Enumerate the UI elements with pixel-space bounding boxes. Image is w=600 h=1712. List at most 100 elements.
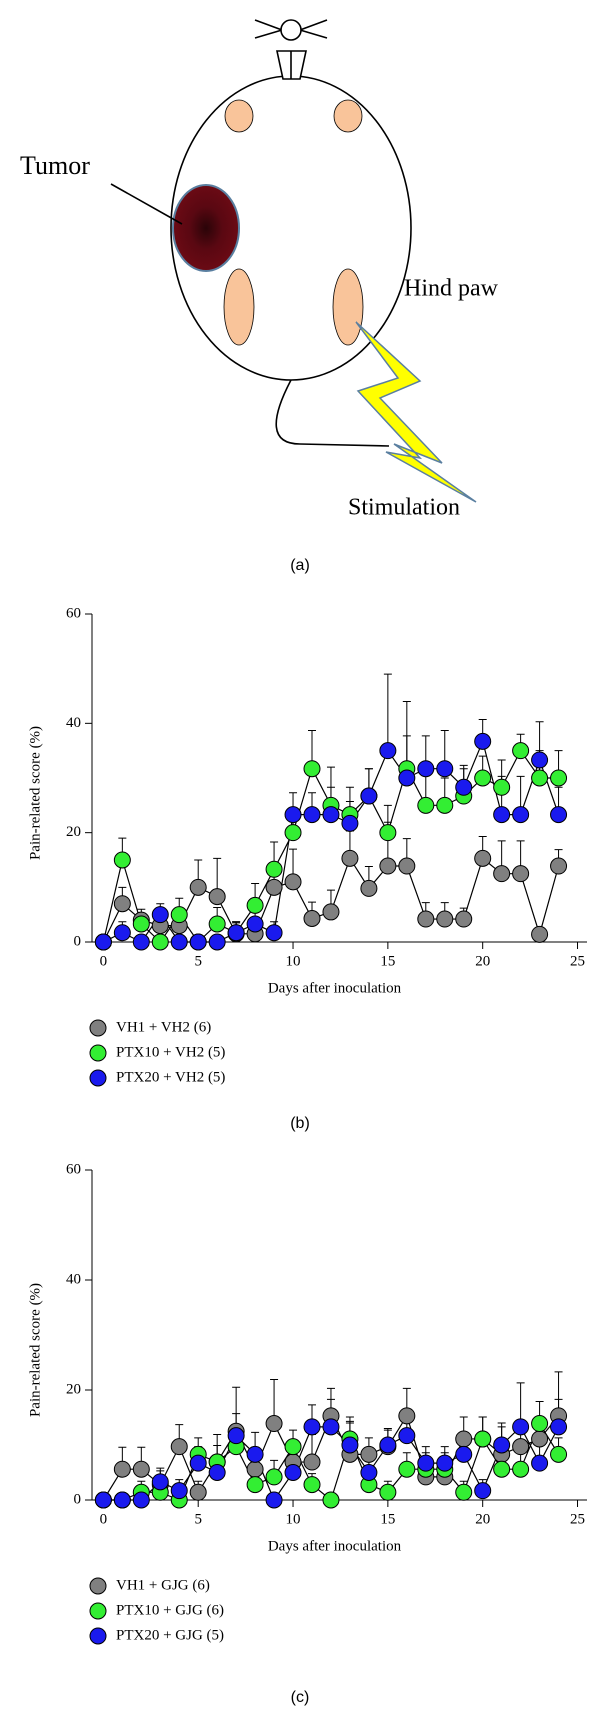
data-point [474, 1430, 492, 1448]
data-point [113, 1491, 131, 1509]
data-point [360, 787, 378, 805]
data-point [170, 933, 188, 951]
tumor [172, 184, 240, 272]
legend-label: VH1 + VH2 (6) [116, 1019, 211, 1035]
x-tick-label: 0 [100, 953, 108, 969]
data-point [398, 769, 416, 787]
x-axis-label: Days after inoculation [268, 980, 402, 996]
data-point [531, 925, 549, 943]
data-point [398, 1407, 416, 1425]
caption: (a) [290, 557, 310, 574]
y-axis-label: Pain-related score (%) [27, 726, 43, 860]
data-point [208, 933, 226, 951]
front-paw [224, 99, 254, 133]
data-point [512, 1438, 530, 1456]
legend-marker [89, 1069, 107, 1087]
x-tick-label: 20 [475, 953, 490, 969]
data-point [341, 814, 359, 832]
data-point [455, 1445, 473, 1463]
data-point [303, 1418, 321, 1436]
y-tick-label: 0 [74, 933, 82, 949]
legend-label: PTX10 + GJG (6) [116, 1602, 224, 1618]
data-point [265, 1468, 283, 1486]
data-point [208, 888, 226, 906]
data-point [550, 769, 568, 787]
data-point [455, 1430, 473, 1448]
whisker [299, 19, 328, 31]
data-point [189, 878, 207, 896]
data-point [303, 1476, 321, 1494]
data-point [436, 760, 454, 778]
hind-paw-label: Hind paw [404, 276, 499, 302]
data-point [417, 760, 435, 778]
data-point [493, 806, 511, 824]
data-point [550, 806, 568, 824]
data-point [341, 1436, 359, 1454]
data-point [132, 1491, 150, 1509]
data-point [265, 924, 283, 942]
data-point [113, 1460, 131, 1478]
data-point [474, 1482, 492, 1500]
tumor-pointer [110, 183, 183, 225]
hind-paw [223, 268, 255, 346]
chart: 0 20 40 60 0 5 10 15 20 25 Days after inoculation P… [27, 1161, 587, 1706]
x-tick-label: 20 [475, 1511, 490, 1527]
data-point [227, 924, 245, 942]
data-point [512, 1460, 530, 1478]
data-point [512, 1418, 530, 1436]
data-point [322, 806, 340, 824]
x-tick-label: 5 [194, 1511, 202, 1527]
nose [280, 19, 302, 41]
stimulation-label: Stimulation [348, 495, 460, 521]
data-point [246, 1476, 264, 1494]
data-point [341, 849, 359, 867]
tumor-label: Tumor [20, 151, 90, 180]
data-point [455, 910, 473, 928]
mouse-diagram [110, 19, 477, 503]
data-point [189, 933, 207, 951]
data-point [170, 906, 188, 924]
data-point [151, 906, 169, 924]
data-point [132, 933, 150, 951]
data-point [455, 778, 473, 796]
data-point [550, 1445, 568, 1463]
legend-label: PTX10 + VH2 (5) [116, 1044, 225, 1060]
legend-marker [89, 1044, 107, 1062]
data-point [531, 751, 549, 769]
data-point [151, 1473, 169, 1491]
data-point [379, 857, 397, 875]
stimulation-bolt [355, 321, 477, 503]
data-point [208, 1464, 226, 1481]
y-tick-label: 40 [66, 715, 81, 731]
data-point [113, 924, 131, 942]
chart: 0 20 40 60 0 5 10 15 20 25 Days after inoculation P… [27, 605, 587, 1132]
data-point [303, 1453, 321, 1471]
whisker [254, 19, 283, 31]
data-point [550, 857, 568, 875]
y-tick-label: 20 [66, 1381, 81, 1397]
data-point [436, 1454, 454, 1472]
data-point [512, 865, 530, 883]
data-point [379, 824, 397, 842]
data-point [284, 806, 302, 824]
x-tick-label: 10 [286, 1511, 301, 1527]
data-point [265, 878, 283, 896]
data-point [227, 1427, 245, 1445]
x-axis-label: Days after inoculation [268, 1538, 402, 1554]
whisker [254, 29, 283, 39]
data-point [94, 933, 112, 951]
y-tick-label: 60 [66, 1161, 81, 1177]
data-point [474, 769, 492, 787]
x-tick-label: 5 [194, 953, 202, 969]
data-point [398, 1427, 416, 1445]
data-point [208, 915, 226, 933]
data-point [493, 1436, 511, 1454]
legend-marker [89, 1577, 107, 1595]
data-point [417, 910, 435, 928]
x-tick-label: 25 [570, 953, 585, 969]
data-point [113, 851, 131, 869]
data-point [322, 1418, 340, 1436]
data-point [550, 1418, 568, 1436]
data-point [265, 1491, 283, 1509]
